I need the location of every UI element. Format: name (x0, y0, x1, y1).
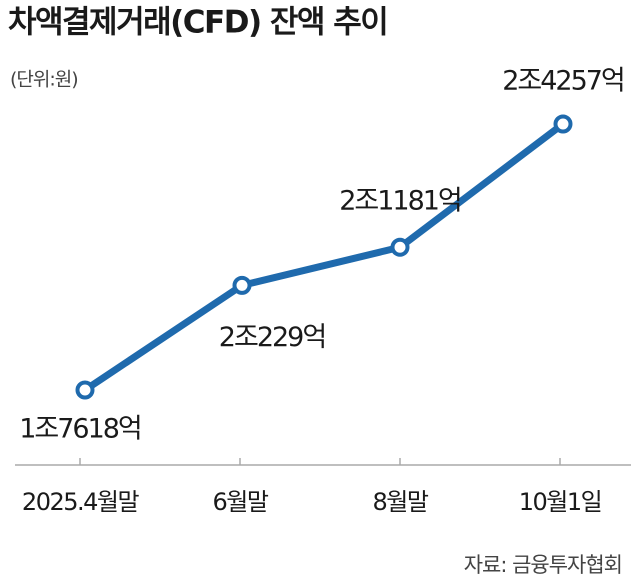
marker (553, 114, 573, 134)
source: 자료: 금융투자협회 (464, 553, 622, 577)
value-label: 1조7618억 (19, 414, 141, 445)
x-tick-label: 8월말 (373, 488, 429, 516)
x-tick-label: 10월1일 (519, 488, 601, 516)
x-tick-label: 6월말 (213, 488, 269, 516)
chart-subtitle: (단위:원) (10, 69, 78, 91)
marker (75, 380, 95, 400)
marker (390, 237, 410, 257)
x-tick-label: 2025.4월말 (22, 488, 140, 516)
line (83, 121, 566, 393)
value-label: 2조1181억 (339, 186, 461, 217)
value-label: 2조229억 (219, 322, 325, 353)
chart-title: 차액결제거래(CFD) 잔액 추이 (8, 5, 387, 41)
value-label: 2조4257억 (502, 66, 624, 97)
marker (232, 275, 252, 295)
